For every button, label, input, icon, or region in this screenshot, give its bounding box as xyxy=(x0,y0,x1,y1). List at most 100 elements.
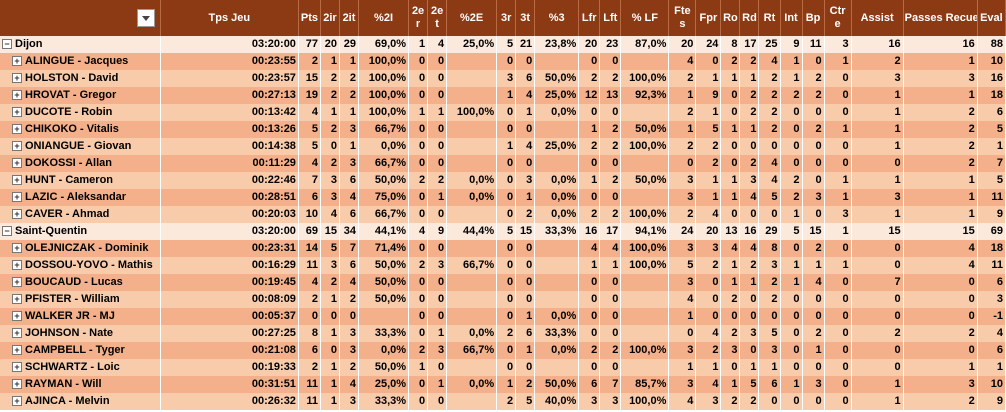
expand-icon[interactable]: + xyxy=(12,90,22,101)
player-row[interactable]: + HUNT - Cameron 00:22:46 7 3 6 50,0% 2 2 0,0% 0 3 0… xyxy=(0,172,1006,189)
expand-icon[interactable]: + xyxy=(12,311,22,322)
player-name-cell[interactable]: + PFISTER - William xyxy=(0,291,161,308)
stat-cell: 1 xyxy=(496,138,517,155)
player-row[interactable]: + PFISTER - William 00:08:09 2 1 2 50,0% 0 0 0 0 0 0… xyxy=(0,291,1006,308)
stat-cell: 0 xyxy=(578,155,601,172)
stat-cell: 0 xyxy=(739,206,760,223)
player-name-cell[interactable]: + JOHNSON - Nate xyxy=(0,325,161,342)
player-name-cell[interactable]: + DOKOSSI - Allan xyxy=(0,155,161,172)
stat-cell: -1 xyxy=(977,308,1006,325)
stat-cell: 1 xyxy=(720,257,741,274)
expand-icon[interactable]: + xyxy=(12,396,22,407)
expand-icon[interactable]: + xyxy=(12,294,22,305)
expand-icon[interactable]: + xyxy=(12,345,22,356)
stat-cell: 5 xyxy=(298,121,321,138)
player-name-cell[interactable]: + ALINGUE - Jacques xyxy=(0,53,161,70)
expand-icon[interactable]: + xyxy=(12,56,22,67)
player-name-cell[interactable]: + AJINCA - Melvin xyxy=(0,393,161,410)
team-row[interactable]: − Dijon 03:20:00 77 20 29 69,0% 1 4 25,0% 5 21 23,8%… xyxy=(0,36,1006,53)
player-name-cell[interactable]: + ONIANGUE - Giovan xyxy=(0,138,161,155)
player-row[interactable]: + BOUCAUD - Lucas 00:19:45 4 2 4 50,0% 0 0 0 0 0 0 3 0… xyxy=(0,274,1006,291)
stat-cell: 25 xyxy=(758,36,781,53)
player-row[interactable]: + CHIKOKO - Vitalis 00:13:26 5 2 3 66,7% 0 0 0 0 1 2… xyxy=(0,121,1006,138)
collapse-icon[interactable]: − xyxy=(2,226,12,237)
stat-cell: 4 xyxy=(695,325,722,342)
player-row[interactable]: + ONIANGUE - Giovan 00:14:38 5 0 1 0,0% 0 0 1 4 25,… xyxy=(0,138,1006,155)
stat-cell: 4 xyxy=(427,36,448,53)
stat-cell: 0 xyxy=(408,206,429,223)
stat-cell: 0 xyxy=(903,291,978,308)
player-row[interactable]: + LAZIC - Aleksandar 00:28:51 6 3 4 75,0% 0 1 0,0… xyxy=(0,189,1006,206)
player-name-cell[interactable]: + CHIKOKO - Vitalis xyxy=(0,121,161,138)
player-row[interactable]: + RAYMAN - Will 00:31:51 11 1 4 25,0% 0 1 0,0% 1 2 5… xyxy=(0,376,1006,393)
team-name-cell[interactable]: − Saint-Quentin xyxy=(0,223,161,240)
expand-icon[interactable]: + xyxy=(12,192,22,203)
player-row[interactable]: + DUCOTE - Robin 00:13:42 4 1 1 100,0% 1 1 100,0%… xyxy=(0,104,1006,121)
player-row[interactable]: + AJINCA - Melvin 00:26:32 11 1 3 33,3% 0 0 2 5 40,… xyxy=(0,393,1006,410)
team-row[interactable]: − Saint-Quentin 03:20:00 69 15 34 44,1% 4 9 44,4%… xyxy=(0,223,1006,240)
filter-header-cell[interactable] xyxy=(0,0,161,36)
expand-icon[interactable]: + xyxy=(12,243,22,254)
stat-cell: 0 xyxy=(780,308,803,325)
player-row[interactable]: + DOKOSSI - Allan 00:11:29 4 2 3 66,7% 0 0 0 0 0 0 0 2… xyxy=(0,155,1006,172)
player-row[interactable]: + CAMPBELL - Tyger 00:21:08 6 0 3 0,0% 2 3 66,7% 0… xyxy=(0,342,1006,359)
stat-cell: 1 xyxy=(320,376,340,393)
player-name-cell[interactable]: + SCHWARTZ - Loic xyxy=(0,359,161,376)
stat-cell: 00:28:51 xyxy=(160,189,299,206)
player-name-cell[interactable]: + DUCOTE - Robin xyxy=(0,104,161,121)
player-row[interactable]: + HROVAT - Gregor 00:27:13 19 2 2 100,0% 0 0 1 4 25… xyxy=(0,87,1006,104)
player-row[interactable]: + WALKER JR - MJ 00:05:37 0 0 0 0 0 0 1 0,0% 0 0 1 0 0 0… xyxy=(0,308,1006,325)
stat-cell xyxy=(534,291,580,308)
stat-cell: 0 xyxy=(408,155,429,172)
expand-icon[interactable]: + xyxy=(12,328,22,339)
team-name-cell[interactable]: − Dijon xyxy=(0,36,161,53)
player-row[interactable]: + ALINGUE - Jacques 00:23:55 2 1 1 100,0% 0 0 0 0 0… xyxy=(0,53,1006,70)
stat-cell xyxy=(620,308,670,325)
player-name-cell[interactable]: + CAVER - Ahmad xyxy=(0,206,161,223)
player-name-cell[interactable]: + BOUCAUD - Lucas xyxy=(0,274,161,291)
stat-cell: 0 xyxy=(824,138,852,155)
expand-icon[interactable]: + xyxy=(12,175,22,186)
expand-icon[interactable]: + xyxy=(12,141,22,152)
expand-icon[interactable]: + xyxy=(12,277,22,288)
player-row[interactable]: + JOHNSON - Nate 00:27:25 8 1 3 33,3% 0 1 0,0% 2 6 3… xyxy=(0,325,1006,342)
player-name-cell[interactable]: + DOSSOU-YOVO - Mathis xyxy=(0,257,161,274)
player-name-cell[interactable]: + OLEJNICZAK - Dominik xyxy=(0,240,161,257)
player-row[interactable]: + CAVER - Ahmad 00:20:03 10 4 6 66,7% 0 0 0 2 0,0% 2… xyxy=(0,206,1006,223)
expand-icon[interactable]: + xyxy=(12,362,22,373)
expand-icon[interactable]: + xyxy=(12,260,22,271)
stat-cell: 1 xyxy=(668,359,697,376)
player-row[interactable]: + HOLSTON - David 00:23:57 15 2 2 100,0% 0 0 3 6 50… xyxy=(0,70,1006,87)
expand-icon[interactable]: + xyxy=(12,124,22,135)
stat-cell: 1 xyxy=(578,257,601,274)
filter-dropdown-icon[interactable] xyxy=(137,9,155,27)
team-name: Saint-Quentin xyxy=(15,225,88,237)
stat-cell: 11 xyxy=(802,36,825,53)
player-row[interactable]: + SCHWARTZ - Loic 00:19:33 2 1 2 50,0% 1 0 0 0 0 0 1 1… xyxy=(0,359,1006,376)
stat-cell: 1 xyxy=(780,70,803,87)
player-name-cell[interactable]: + HROVAT - Gregor xyxy=(0,87,161,104)
stat-cell: 85,7% xyxy=(620,376,670,393)
player-row[interactable]: + OLEJNICZAK - Dominik 00:23:31 14 5 7 71,4% 0 0… xyxy=(0,240,1006,257)
expand-icon[interactable]: + xyxy=(12,379,22,390)
player-row[interactable]: + DOSSOU-YOVO - Mathis 00:16:29 11 3 6 50,0% 2 3… xyxy=(0,257,1006,274)
player-name-cell[interactable]: + WALKER JR - MJ xyxy=(0,308,161,325)
expand-icon[interactable]: + xyxy=(12,158,22,169)
player-name: SCHWARTZ - Loic xyxy=(25,361,120,373)
stat-cell: 2 xyxy=(668,70,697,87)
stat-cell: 66,7% xyxy=(446,257,498,274)
stat-cell: 15 xyxy=(903,223,978,240)
player-name-cell[interactable]: + HOLSTON - David xyxy=(0,70,161,87)
expand-icon[interactable]: + xyxy=(12,107,22,118)
expand-icon[interactable]: + xyxy=(12,209,22,220)
player-name-cell[interactable]: + LAZIC - Aleksandar xyxy=(0,189,161,206)
expand-icon[interactable]: + xyxy=(12,73,22,84)
stat-cell: 4 xyxy=(739,240,760,257)
player-name-cell[interactable]: + RAYMAN - Will xyxy=(0,376,161,393)
player-name-cell[interactable]: + HUNT - Cameron xyxy=(0,172,161,189)
collapse-icon[interactable]: − xyxy=(2,39,12,50)
stat-cell: 2 xyxy=(695,342,722,359)
stat-cell: 0 xyxy=(578,274,601,291)
stat-cell: 2 xyxy=(408,172,429,189)
player-name-cell[interactable]: + CAMPBELL - Tyger xyxy=(0,342,161,359)
